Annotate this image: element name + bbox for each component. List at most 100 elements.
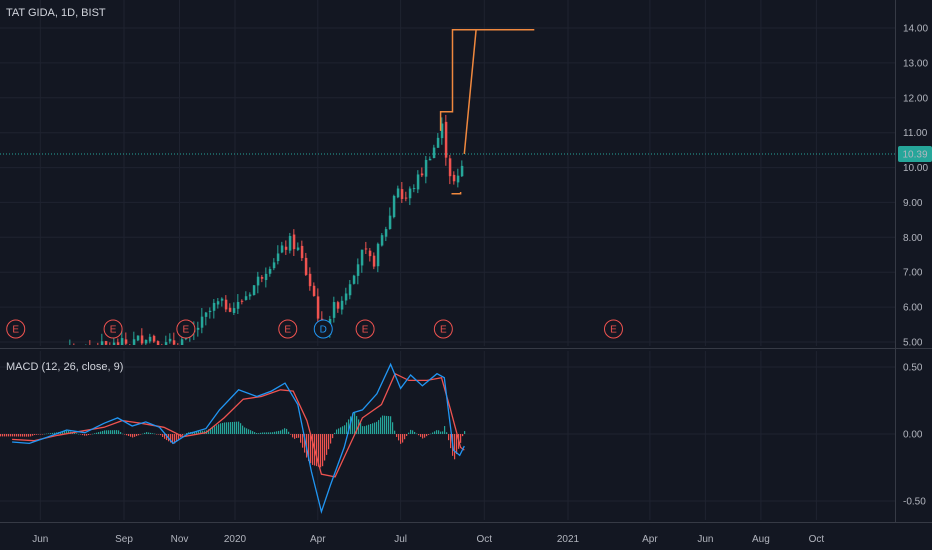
candle-body xyxy=(300,245,304,259)
candle-body xyxy=(348,284,352,296)
macd-histogram-bar xyxy=(250,430,252,434)
macd-histogram-bar xyxy=(278,430,280,434)
macd-histogram-bar xyxy=(370,423,372,434)
macd-histogram-bar xyxy=(338,428,340,434)
dividend-event-marker[interactable] xyxy=(313,319,333,339)
candle-body xyxy=(416,174,420,190)
macd-histogram-bar xyxy=(374,422,376,434)
macd-histogram-bar xyxy=(144,432,146,434)
macd-histogram-bar xyxy=(174,434,176,444)
macd-signal-line xyxy=(12,372,465,478)
drawing-upper-path[interactable] xyxy=(439,28,535,131)
candle-body xyxy=(164,342,168,345)
macd-histogram-bar xyxy=(224,422,226,434)
macd-histogram-bar xyxy=(432,432,434,434)
macd-histogram-bar xyxy=(132,434,134,438)
macd-histogram-bar xyxy=(156,434,158,435)
macd-histogram-bar xyxy=(86,434,88,436)
macd-histogram-bar xyxy=(2,434,4,437)
drawing-lower-bracket[interactable] xyxy=(451,192,462,195)
macd-histogram-bar xyxy=(110,430,112,434)
macd-histogram-bar xyxy=(176,434,178,442)
macd-histogram-bar xyxy=(378,420,380,434)
macd-histogram-bar xyxy=(254,432,256,434)
macd-histogram-bar xyxy=(8,434,10,437)
candle-body xyxy=(244,296,248,300)
macd-histogram-bar xyxy=(40,434,42,435)
earnings-event-marker[interactable] xyxy=(278,319,298,339)
candle-body xyxy=(240,300,244,302)
earnings-event-marker[interactable] xyxy=(6,319,26,339)
macd-histogram-bar xyxy=(400,434,402,444)
earnings-event-marker[interactable] xyxy=(103,319,123,339)
time-axis-label: Jul xyxy=(394,534,407,545)
macd-histogram-bar xyxy=(302,434,304,448)
macd-histogram-bar xyxy=(94,433,96,434)
macd-histogram-bar xyxy=(12,434,14,437)
macd-histogram-bar xyxy=(34,434,36,435)
candle-body xyxy=(356,264,360,276)
macd-histogram-bar xyxy=(6,434,8,437)
macd-histogram-bar xyxy=(384,415,386,434)
earnings-event-marker[interactable] xyxy=(355,319,375,339)
candle-body xyxy=(360,249,364,266)
macd-histogram-bar xyxy=(102,430,104,434)
candle-body xyxy=(228,307,232,312)
candle-body xyxy=(376,243,380,267)
candle-body xyxy=(280,245,284,253)
macd-histogram-bar xyxy=(234,421,236,434)
price-axis-tick: 13.00 xyxy=(903,58,928,69)
drawing-connector[interactable] xyxy=(463,29,477,154)
macd-histogram-bar xyxy=(222,422,224,434)
candle-body xyxy=(37,356,40,357)
candle-body xyxy=(344,293,348,301)
earnings-event-marker[interactable] xyxy=(433,319,453,339)
candle-body xyxy=(208,310,212,313)
macd-histogram-bar xyxy=(114,430,116,434)
macd-histogram-bar xyxy=(258,433,260,434)
candle-body xyxy=(120,338,124,345)
macd-histogram-bar xyxy=(368,424,370,434)
macd-histogram-bar xyxy=(416,433,418,435)
candle-body xyxy=(200,316,204,328)
macd-histogram-bar xyxy=(120,432,122,434)
macd-histogram-bar xyxy=(154,433,156,435)
time-axis-label: Apr xyxy=(642,534,658,545)
macd-histogram-bar xyxy=(90,434,92,435)
earnings-event-marker[interactable] xyxy=(176,319,196,339)
macd-histogram-bar xyxy=(46,433,48,435)
macd-histogram-bar xyxy=(66,430,68,434)
macd-histogram-bar xyxy=(128,434,130,437)
candle-body xyxy=(340,300,344,310)
macd-histogram-bar xyxy=(408,432,410,434)
macd-histogram-bar xyxy=(396,434,398,437)
earnings-event-marker[interactable] xyxy=(603,319,623,339)
macd-histogram-bar xyxy=(386,415,388,434)
candle-body xyxy=(448,158,452,177)
candle-body xyxy=(140,335,144,344)
macd-histogram-bar xyxy=(344,425,346,434)
macd-histogram-bar xyxy=(74,432,76,434)
macd-histogram-bar xyxy=(292,434,294,438)
macd-histogram-bar xyxy=(252,431,254,434)
macd-histogram-bar xyxy=(410,429,412,434)
price-axis-tick: 8.00 xyxy=(903,233,923,244)
macd-histogram-bar xyxy=(308,434,310,461)
macd-axis-tick: 0.50 xyxy=(903,363,923,374)
candle-body xyxy=(144,339,148,344)
macd-histogram-bar xyxy=(366,425,368,434)
macd-histogram-bar xyxy=(14,434,16,437)
macd-histogram-bar xyxy=(412,430,414,434)
candle-body xyxy=(81,350,84,354)
macd-histogram-bar xyxy=(442,431,444,434)
macd-histogram-bar xyxy=(456,434,458,455)
macd-histogram-bar xyxy=(18,434,20,437)
macd-histogram-bar xyxy=(78,433,80,435)
candle-body xyxy=(69,347,72,351)
macd-histogram-bar xyxy=(160,434,162,436)
event-marker-label: E xyxy=(110,325,117,336)
macd-histogram-bar xyxy=(274,431,276,434)
candle-body xyxy=(404,197,408,199)
macd-histogram-bar xyxy=(282,429,284,434)
